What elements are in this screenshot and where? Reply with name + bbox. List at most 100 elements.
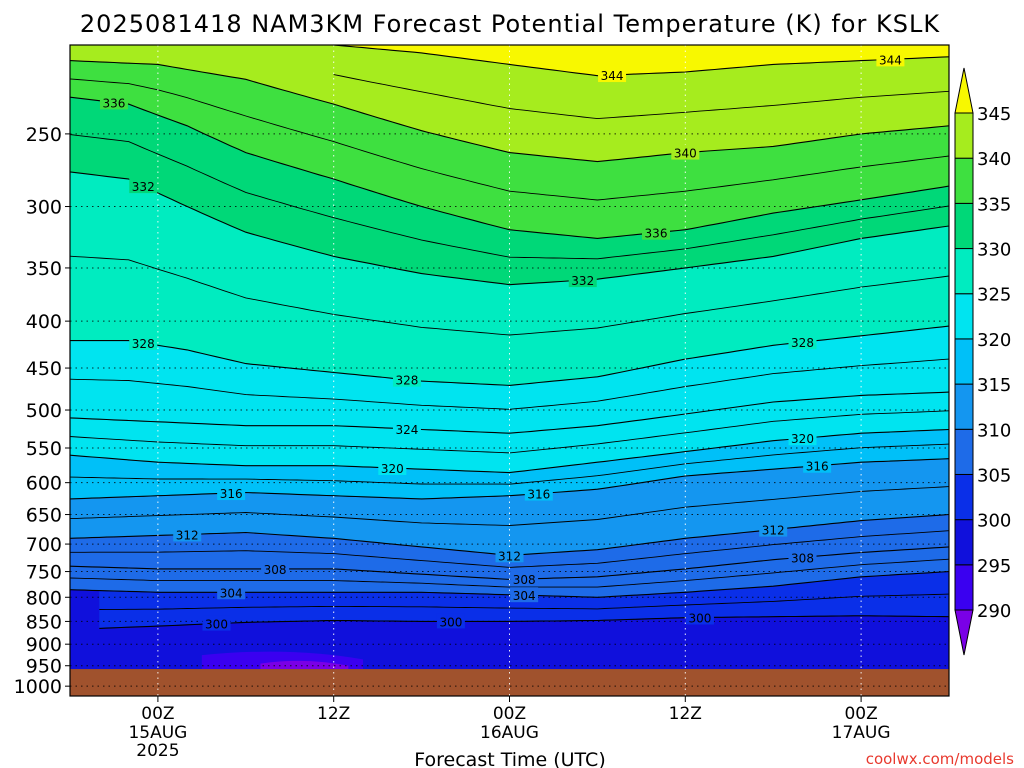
ground-layer: [70, 669, 949, 696]
contour-label: 328: [395, 374, 418, 388]
x-tick-sublabel: 17AUG: [832, 723, 891, 743]
contour-label: 312: [762, 524, 785, 538]
contour-lines: [70, 45, 949, 629]
contour-label: 340: [674, 147, 697, 161]
contour-label-bg: [261, 560, 290, 576]
contour-label-bg: [788, 430, 817, 446]
x-tick-label: 00Z: [844, 704, 877, 724]
contour-labels: 300 300 300 304 304 308 308 308 312 312 312 316 316 3…: [99, 51, 905, 632]
y-tick-label: 500: [26, 400, 62, 422]
contour-label-bg: [642, 224, 670, 240]
contour-label: 332: [132, 180, 155, 194]
contour-label-bg: [598, 67, 627, 83]
y-tick-label: 550: [26, 438, 62, 460]
contour-label-bg: [524, 485, 553, 501]
contour-label-bg: [788, 549, 817, 565]
contour-minor: [70, 530, 949, 568]
contour-label: 300: [439, 615, 462, 629]
colorbar-label: 320: [977, 330, 1011, 351]
contour-label-bg: [129, 334, 158, 350]
contour-minor: [70, 443, 949, 485]
colorbar: 290 295 300 305 310 315 320 325 330 335 340 345: [954, 67, 1011, 656]
y-tick-label: 900: [26, 634, 62, 656]
contour-minor: [70, 78, 949, 201]
contour-minor: [70, 558, 949, 588]
x-tick-sublabel: 2025: [136, 741, 179, 761]
colorbar-label: 290: [977, 601, 1011, 622]
y-tick-label: 750: [26, 562, 62, 584]
y-tick-label: 850: [26, 611, 62, 633]
contour-label: 304: [513, 589, 536, 603]
colorbar-label: 305: [977, 465, 1011, 486]
colorbar-swatch: [954, 112, 974, 159]
x-tick-label: 12Z: [669, 704, 702, 724]
contour-label: 336: [102, 96, 125, 110]
colorbar-label: 330: [977, 240, 1011, 261]
colorbar-swatch: [954, 473, 974, 521]
contour-label: 344: [601, 69, 624, 83]
colorbar-swatch: [954, 248, 974, 295]
y-tick-label: 650: [26, 505, 62, 527]
contour-label-bg: [495, 547, 524, 563]
colorbar-label: 345: [977, 104, 1011, 125]
contour-label: 308: [513, 573, 536, 587]
ground-rect: [70, 669, 949, 696]
contour-324: [70, 391, 949, 434]
y-tick-label: 1000: [14, 676, 62, 698]
contour-label-bg: [378, 460, 407, 476]
contour-label-bg: [217, 584, 246, 600]
chart-title: 2025081418 NAM3KM Forecast Potential Tem…: [80, 10, 940, 38]
contour-label-bg: [568, 272, 597, 288]
contour-304: [70, 571, 949, 598]
contour-label: 308: [264, 563, 287, 577]
contour-label-bg: [788, 334, 817, 350]
contour-minor: [333, 74, 949, 120]
contour-300: [99, 615, 949, 629]
colorbar-label: 315: [977, 375, 1011, 396]
contour-label: 300: [688, 611, 711, 625]
contour-label-bg: [685, 609, 714, 625]
contour-340: [70, 60, 949, 163]
contour-label: 312: [176, 528, 199, 542]
contour-label-bg: [99, 94, 128, 110]
contour-label: 308: [791, 551, 814, 565]
colorbar-swatch: [954, 564, 974, 611]
colorbar-label: 310: [977, 420, 1011, 441]
colorbar-swatch: [954, 157, 974, 204]
filled-contours: [70, 45, 949, 696]
contour-label-bg: [510, 587, 539, 603]
contour-label: 304: [220, 586, 243, 600]
contour-label: 316: [527, 488, 550, 502]
contour-label-bg: [436, 613, 465, 629]
y-tick-label: 700: [26, 534, 62, 556]
contour-label: 320: [791, 432, 814, 446]
colorbar-swatch: [954, 383, 974, 430]
y-tick-label: 950: [26, 656, 62, 678]
colorbar-swatch: [954, 293, 974, 340]
x-axis-label: Forecast Time (UTC): [414, 749, 605, 768]
contour-label: 312: [498, 549, 521, 563]
x-tick-sublabel: 15AUG: [128, 723, 187, 743]
contour-label-bg: [510, 571, 539, 587]
colorbar-label: 335: [977, 194, 1011, 215]
grid-lines: [70, 45, 949, 696]
x-tick-sublabel: 16AUG: [480, 723, 539, 743]
colorbar-label: 325: [977, 285, 1011, 306]
contour-label: 328: [132, 337, 155, 351]
contour-label-bg: [217, 485, 246, 501]
contour-316: [70, 458, 949, 500]
contour-label-bg: [876, 51, 905, 67]
colorbar-swatch: [954, 519, 974, 566]
contour-label: 332: [571, 274, 594, 288]
colorbar-label: 300: [977, 511, 1011, 532]
contour-label: 316: [220, 487, 243, 501]
contour-label-bg: [129, 178, 158, 194]
contour-label-bg: [671, 144, 700, 160]
colorbar-label: 295: [977, 556, 1011, 577]
contour-label: 300: [205, 618, 228, 632]
contour-label-bg: [759, 521, 788, 537]
band-340: [70, 45, 949, 162]
y-tick-label: 400: [26, 311, 62, 333]
